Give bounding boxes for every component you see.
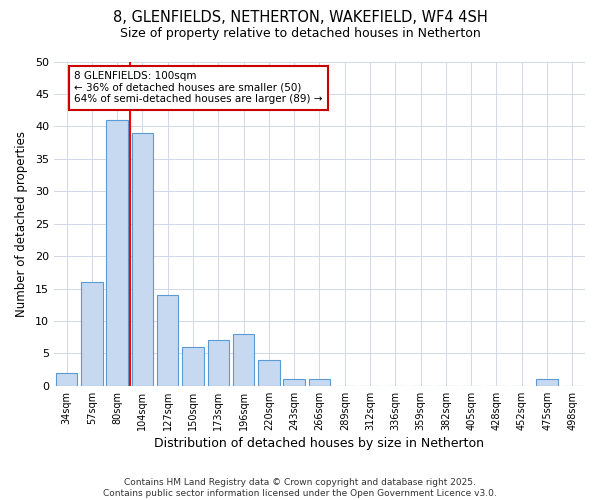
Bar <box>208 340 229 386</box>
Bar <box>157 295 178 386</box>
Bar <box>258 360 280 386</box>
X-axis label: Distribution of detached houses by size in Netherton: Distribution of detached houses by size … <box>154 437 484 450</box>
Text: 8, GLENFIELDS, NETHERTON, WAKEFIELD, WF4 4SH: 8, GLENFIELDS, NETHERTON, WAKEFIELD, WF4… <box>113 10 487 25</box>
Bar <box>233 334 254 386</box>
Bar <box>81 282 103 386</box>
Bar <box>56 373 77 386</box>
Bar <box>309 380 330 386</box>
Bar <box>182 347 204 386</box>
Text: Contains HM Land Registry data © Crown copyright and database right 2025.
Contai: Contains HM Land Registry data © Crown c… <box>103 478 497 498</box>
Text: 8 GLENFIELDS: 100sqm
← 36% of detached houses are smaller (50)
64% of semi-detac: 8 GLENFIELDS: 100sqm ← 36% of detached h… <box>74 71 323 104</box>
Y-axis label: Number of detached properties: Number of detached properties <box>15 130 28 316</box>
Text: Size of property relative to detached houses in Netherton: Size of property relative to detached ho… <box>119 28 481 40</box>
Bar <box>106 120 128 386</box>
Bar <box>131 133 153 386</box>
Bar <box>536 380 558 386</box>
Bar <box>283 380 305 386</box>
